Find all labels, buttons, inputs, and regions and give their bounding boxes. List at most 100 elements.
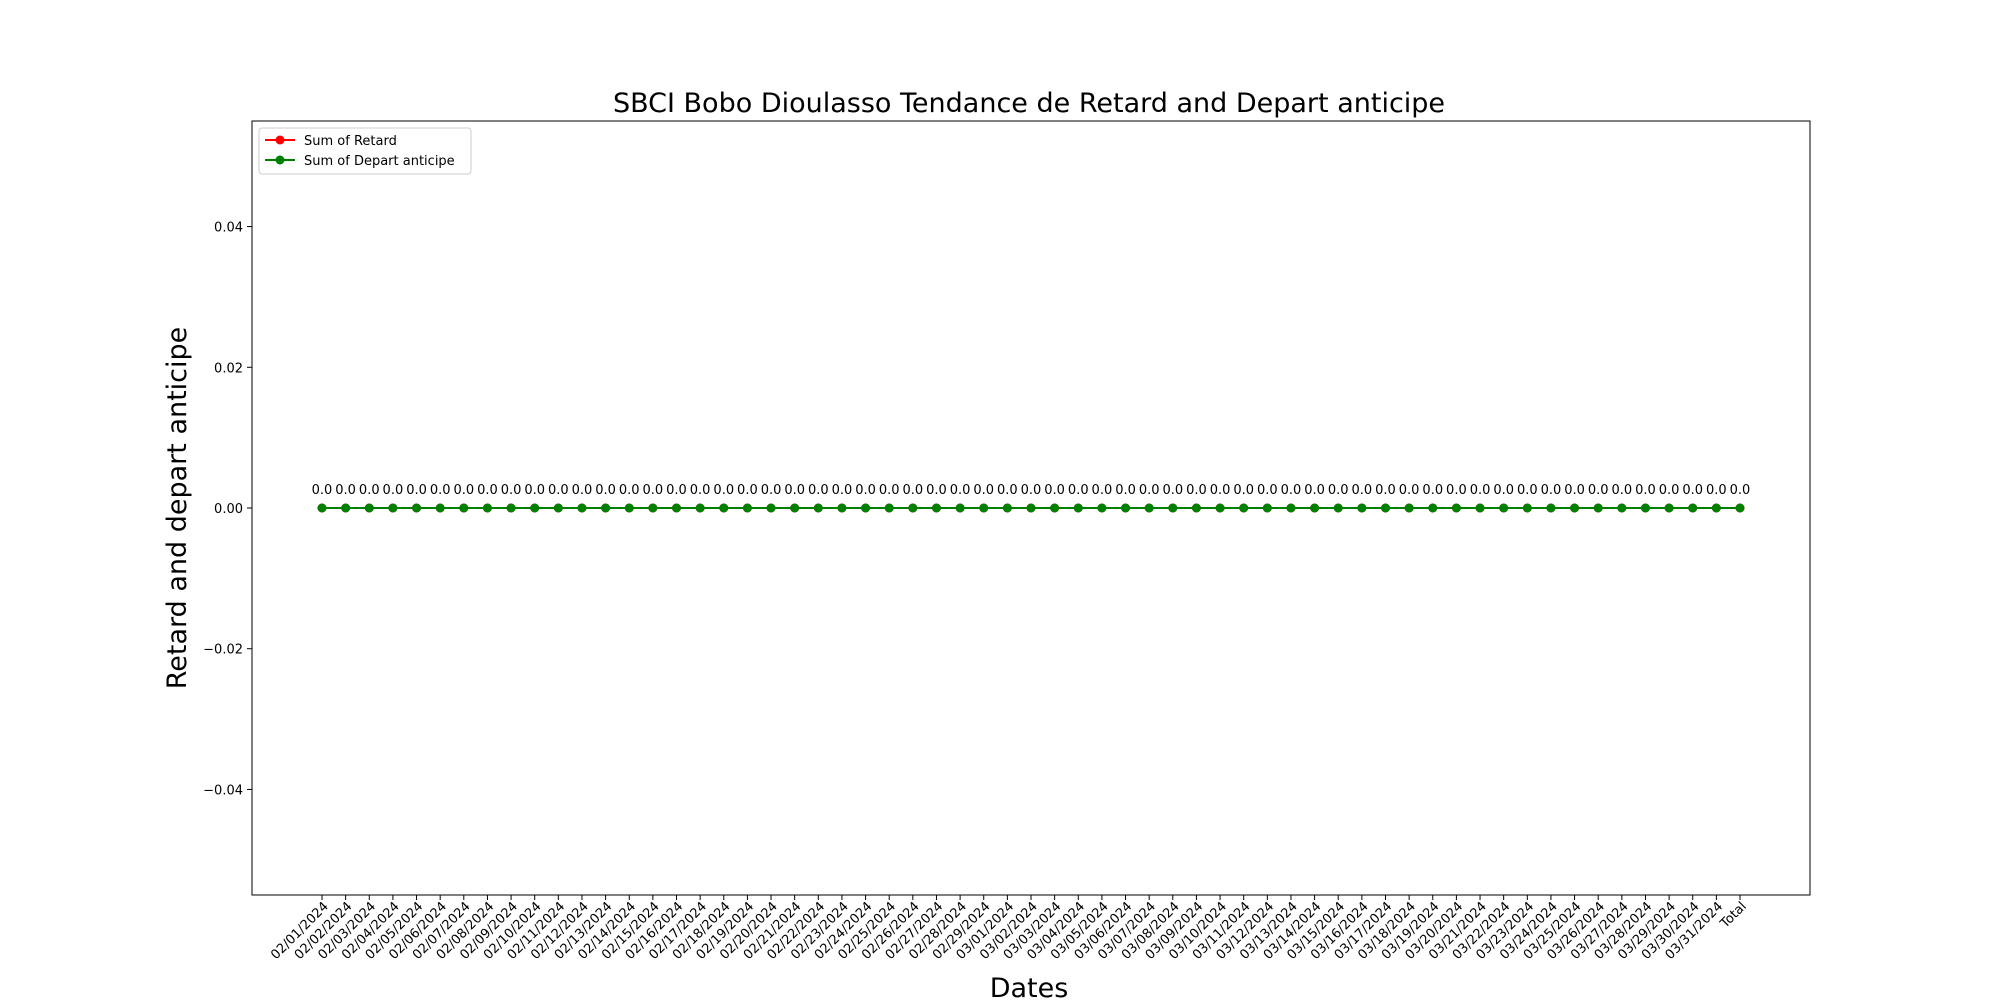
data-point — [1215, 503, 1225, 513]
data-point — [1002, 503, 1012, 513]
data-label: 0.0 — [1730, 483, 1751, 498]
data-label: 0.0 — [1375, 483, 1396, 498]
data-point — [412, 503, 422, 513]
data-label: 0.0 — [1635, 483, 1656, 498]
data-point — [790, 503, 800, 513]
y-tick-label: −0.04 — [203, 783, 243, 798]
data-point — [435, 503, 445, 513]
data-point — [388, 503, 398, 513]
data-label: 0.0 — [1186, 483, 1207, 498]
data-label: 0.0 — [879, 483, 900, 498]
data-label: 0.0 — [950, 483, 971, 498]
data-label: 0.0 — [1682, 483, 1703, 498]
data-label: 0.0 — [1659, 483, 1680, 498]
data-label: 0.0 — [383, 483, 404, 498]
legend-entry: Sum of Retard — [304, 134, 397, 149]
data-label: 0.0 — [453, 483, 474, 498]
legend-marker — [275, 135, 285, 145]
data-label: 0.0 — [761, 483, 782, 498]
data-point — [861, 503, 871, 513]
data-label: 0.0 — [1092, 483, 1113, 498]
data-point — [1191, 503, 1201, 513]
data-label: 0.0 — [1115, 483, 1136, 498]
data-label: 0.0 — [902, 483, 923, 498]
data-point — [1026, 503, 1036, 513]
legend: Sum of Retard Sum of Depart anticipe — [258, 127, 472, 175]
data-point — [459, 503, 469, 513]
data-label: 0.0 — [1470, 483, 1491, 498]
data-label: 0.0 — [1139, 483, 1160, 498]
data-label: 0.0 — [1304, 483, 1325, 498]
data-label: 0.0 — [501, 483, 522, 498]
data-point — [648, 503, 658, 513]
series-layer — [317, 503, 1745, 513]
data-point — [1499, 503, 1509, 513]
data-label: 0.0 — [690, 483, 711, 498]
data-label: 0.0 — [997, 483, 1018, 498]
chart-title: SBCI Bobo Dioulasso Tendance de Retard a… — [613, 88, 1445, 119]
data-point — [1050, 503, 1060, 513]
x-axis: 02/01/202402/02/202402/03/202402/04/2024… — [268, 895, 1750, 963]
data-label: 0.0 — [832, 483, 853, 498]
data-label: 0.0 — [619, 483, 640, 498]
y-axis-label: Retard and depart anticipe — [162, 327, 193, 690]
data-label: 0.0 — [1422, 483, 1443, 498]
data-label: 0.0 — [1352, 483, 1373, 498]
data-label: 0.0 — [1044, 483, 1065, 498]
data-point — [742, 503, 752, 513]
data-label: 0.0 — [1706, 483, 1727, 498]
data-point — [1522, 503, 1532, 513]
data-point — [813, 503, 823, 513]
data-label: 0.0 — [595, 483, 616, 498]
data-point — [1735, 503, 1745, 513]
data-label: 0.0 — [855, 483, 876, 498]
data-label: 0.0 — [359, 483, 380, 498]
data-point — [1664, 503, 1674, 513]
legend-entry: Sum of Depart anticipe — [304, 154, 455, 169]
data-point — [1451, 503, 1461, 513]
data-label: 0.0 — [548, 483, 569, 498]
data-point — [553, 503, 563, 513]
y-axis: −0.04 −0.02 0.00 0.02 0.04 — [203, 221, 252, 798]
data-point — [341, 503, 351, 513]
data-label: 0.0 — [1588, 483, 1609, 498]
data-point — [1428, 503, 1438, 513]
data-point — [317, 503, 327, 513]
data-label: 0.0 — [1446, 483, 1467, 498]
data-label: 0.0 — [1162, 483, 1183, 498]
data-point — [1310, 503, 1320, 513]
data-point — [624, 503, 634, 513]
data-label: 0.0 — [1233, 483, 1254, 498]
data-point — [1475, 503, 1485, 513]
data-point — [908, 503, 918, 513]
data-label: 0.0 — [1281, 483, 1302, 498]
data-point — [1688, 503, 1698, 513]
data-point — [672, 503, 681, 513]
data-label: 0.0 — [808, 483, 829, 498]
data-label: 0.0 — [1210, 483, 1231, 498]
data-label: 0.0 — [1611, 483, 1632, 498]
data-point — [1168, 503, 1178, 513]
data-label: 0.0 — [430, 483, 451, 498]
data-label: 0.0 — [784, 483, 805, 498]
data-point — [530, 503, 540, 513]
data-point — [1617, 503, 1627, 513]
data-point — [1546, 503, 1556, 513]
x-axis-label: Dates — [990, 973, 1069, 1000]
data-point — [577, 503, 587, 513]
data-point — [1570, 503, 1580, 513]
data-label: 0.0 — [524, 483, 545, 498]
data-point — [955, 503, 965, 513]
y-tick-label: 0.02 — [214, 361, 243, 376]
data-point — [1593, 503, 1603, 513]
data-point — [1144, 503, 1154, 513]
data-point — [1121, 503, 1131, 513]
y-tick-label: 0.00 — [214, 502, 243, 517]
data-point — [837, 503, 847, 513]
data-point — [1357, 503, 1367, 513]
data-label: 0.0 — [335, 483, 356, 498]
data-label: 0.0 — [1257, 483, 1278, 498]
data-label: 0.0 — [1541, 483, 1562, 498]
data-point — [1404, 503, 1414, 513]
